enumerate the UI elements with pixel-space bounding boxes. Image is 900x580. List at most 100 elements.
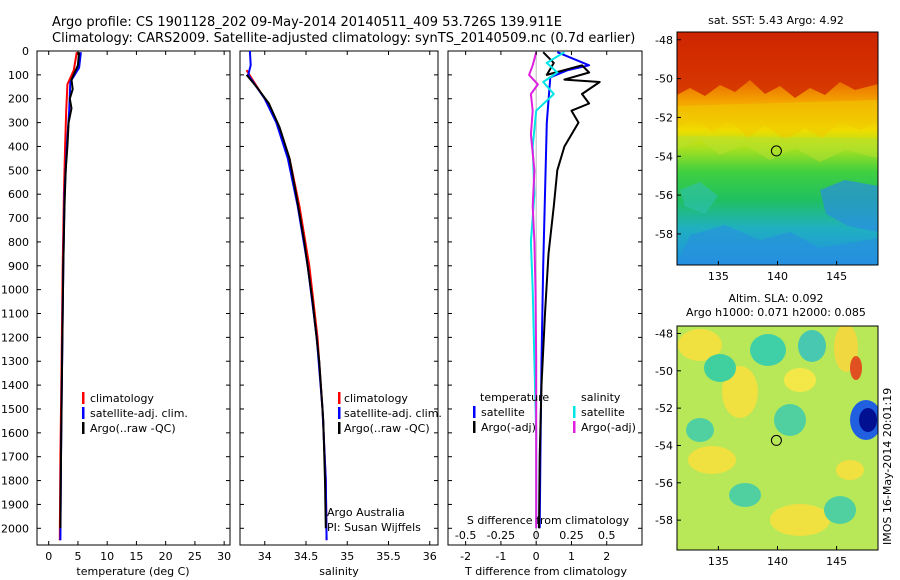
depth-tick-label: 200 (8, 93, 29, 106)
legend-group-salinity: salinity (581, 391, 621, 404)
difference-plot-frame (447, 50, 643, 546)
difference-panel: -2 -1 0 1 2 -0.5 -0.25 0 0.25 0.5 S difference f… (447, 50, 643, 578)
depth-tick-label: 600 (8, 188, 29, 201)
map-y-tick-label: -56 (655, 189, 673, 202)
x-tick-label: 15 (129, 550, 143, 563)
top-x-tick-label: 0.25 (559, 529, 584, 542)
x-tick-label: 35 (340, 550, 354, 563)
sla-red-eddy (850, 356, 862, 380)
sla-map: Altim. SLA: 0.092 Argo h1000: 0.071 h200… (655, 292, 879, 568)
map-y-tick-label: -50 (655, 365, 673, 378)
salinity-panel: 34 34.5 35 35.5 36 salinity climatology sate… (239, 50, 442, 578)
x-tick-label: 0 (533, 550, 540, 563)
sla-yellow-blob (836, 460, 864, 480)
map-x-tick-label: 145 (826, 270, 847, 283)
series-line-argo (59, 52, 81, 529)
top-x-tick-label: -0.25 (487, 529, 515, 542)
legend-swatch-argo (82, 422, 85, 434)
legend-satellite: satellite-adj. clim. (90, 407, 188, 420)
legend-swatch-climatology (338, 392, 341, 404)
sst-front-red (677, 32, 878, 98)
top-x-tick-label: -0.5 (455, 529, 476, 542)
sla-yellow-blob (722, 366, 758, 418)
map-y-tick-label: -58 (655, 228, 673, 241)
x-tick-label: 0 (45, 550, 52, 563)
sst-blue-patch-south (677, 225, 878, 265)
depth-tick-labels: 0 100 200 300 400 500 600 700 800 900 1000 1100 1200… (1, 45, 642, 535)
legend-swatch-sal-argo (573, 421, 576, 433)
difference-x-label: T difference from climatology (464, 565, 627, 578)
series-line-climatology (245, 69, 328, 541)
legend-temp-satellite: satellite (481, 406, 525, 419)
depth-tick-label: 1900 (1, 498, 29, 511)
depth-tick-label: 1400 (1, 379, 29, 392)
series-line-argo (538, 51, 601, 529)
map-y-tick-label: -50 (655, 73, 673, 86)
map-x-tick-label: 140 (767, 555, 788, 568)
x-tick-label: -1 (495, 550, 506, 563)
legend-swatch-satellite (338, 407, 341, 419)
map-x-tick-label: 145 (826, 555, 847, 568)
header-line-1: Argo profile: CS 1901128_202 09-May-2014… (52, 15, 562, 30)
sla-cyan-blob (729, 483, 761, 507)
depth-tick-label: 1700 (1, 451, 29, 464)
salinity-x-label: salinity (319, 565, 359, 578)
legend-sal-argo: Argo(-adj) (581, 421, 636, 434)
legend-swatch-climatology (82, 392, 85, 404)
sla-yellow-blob (688, 446, 736, 474)
legend-argo: Argo(..raw -QC) (344, 422, 430, 435)
temperature-plot-frame (36, 50, 231, 546)
sst-argo-marker (770, 145, 782, 157)
depth-tick-label: 1100 (1, 308, 29, 321)
map-y-tick-label: -54 (655, 150, 673, 163)
map-y-tick-label: -56 (655, 477, 673, 490)
depth-tick-label: 1500 (1, 403, 29, 416)
depth-tick-label: 0 (22, 45, 29, 58)
top-x-tick-label: 0.5 (598, 529, 616, 542)
sla-yellow-blob (770, 504, 830, 536)
depth-tick-label: 700 (8, 212, 29, 225)
map-y-tick-label: -48 (655, 327, 673, 340)
depth-tick-label: 1600 (1, 427, 29, 440)
sla-yellow-blob (678, 329, 722, 361)
legend-argo: Argo(..raw -QC) (90, 422, 176, 435)
x-tick-label: 30 (217, 550, 231, 563)
x-tick-label: -2 (460, 550, 471, 563)
map-y-tick-label: -52 (655, 111, 673, 124)
sla-blue-eddy-core (859, 408, 877, 432)
x-tick-label: 36 (423, 550, 437, 563)
legend-swatch-argo (338, 422, 341, 434)
temperature-x-label: temperature (deg C) (76, 565, 189, 578)
top-x-tick-label: 0 (533, 529, 540, 542)
depth-tick-label: 400 (8, 140, 29, 153)
depth-tick-label: 1200 (1, 331, 29, 344)
legend-sal-satellite: satellite (581, 406, 625, 419)
sla-yellow-blob (784, 368, 816, 392)
depth-tick-label: 1000 (1, 284, 29, 297)
sla-argo-marker (770, 434, 782, 446)
salinity-legend: climatology satellite-adj. clim. Argo(..… (338, 392, 442, 435)
watermark-text: IMOS 16-May-2014 20:01:19 (881, 388, 894, 545)
pi-text: PI: Susan Wijffels (327, 521, 421, 534)
x-tick-label: 20 (159, 550, 173, 563)
sla-cyan-blob (798, 330, 826, 362)
legend-swatch-sal-satellite (573, 406, 576, 418)
credit-text: Argo Australia (327, 506, 405, 519)
map-x-tick-label: 135 (708, 270, 729, 283)
map-x-tick-label: 135 (708, 555, 729, 568)
legend-swatch-satellite (82, 407, 85, 419)
x-tick-label: 34 (258, 550, 272, 563)
map-x-tick-label: 140 (767, 270, 788, 283)
x-tick-label: 10 (100, 550, 114, 563)
depth-tick-label: 1800 (1, 475, 29, 488)
sla-cyan-blob (824, 496, 856, 524)
legend-satellite: satellite-adj. clim. (344, 407, 442, 420)
difference-legend: temperature salinity satellite Argo(-adj… (473, 391, 636, 434)
temperature-legend: climatology satellite-adj. clim. Argo(..… (82, 392, 188, 435)
map-y-tick-label: -54 (655, 439, 673, 452)
difference-title: S difference from climatology (467, 514, 630, 527)
map-y-tick-label: -58 (655, 514, 673, 527)
x-tick-label: 25 (188, 550, 202, 563)
map-y-tick-label: -48 (655, 34, 673, 47)
